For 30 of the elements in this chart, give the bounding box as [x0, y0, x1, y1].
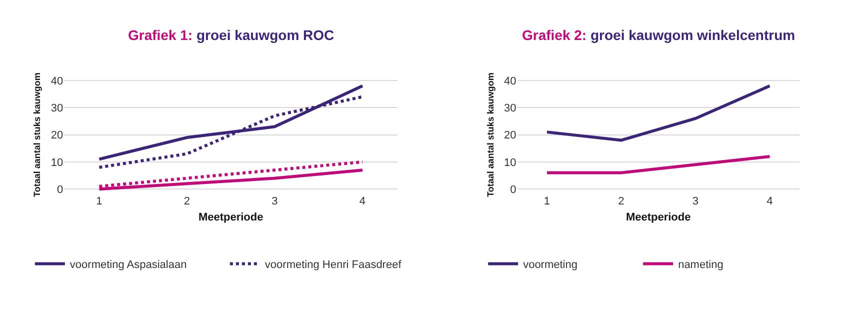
y-tick-label: 0: [57, 184, 64, 196]
y-tick-label: 20: [50, 130, 64, 142]
line-series: [545, 84, 772, 142]
legend-label: nameting: [678, 259, 724, 272]
y-tick-label: 10: [50, 156, 64, 169]
y-tick-label: 30: [50, 102, 64, 114]
legend-label: voormeting Henri Faasdreef: [264, 259, 402, 272]
line-series: [98, 160, 364, 188]
x-axis-title: Meetperiode: [198, 212, 264, 224]
y-tick-label: 40: [50, 75, 64, 88]
y-axis-title: Totaal aantal stuks kauwgom: [32, 72, 42, 197]
x-tick-label: 2: [618, 195, 624, 208]
x-tick-label: 1: [96, 195, 102, 208]
y-tick-label: 0: [510, 184, 516, 196]
y-tick-label: 30: [504, 102, 516, 114]
y-axis-title: Totaal aantal stuks kauwgom: [485, 72, 496, 197]
legend-label: voormeting Aspasialaan: [70, 259, 187, 272]
y-tick-label: 20: [504, 130, 516, 142]
y-tick-label: 40: [504, 75, 516, 88]
x-axis-title: Meetperiode: [626, 212, 691, 224]
x-tick-label: 4: [766, 195, 773, 208]
x-tick-label: 2: [184, 195, 190, 208]
x-tick-label: 3: [272, 195, 278, 208]
legend-label: voormeting: [523, 259, 578, 272]
chart-title: Grafiek 2: groei kauwgom winkelcentrum: [522, 27, 796, 43]
y-tick-label: 10: [504, 156, 516, 169]
chart-title: Grafiek 1: groei kauwgom ROC: [128, 27, 334, 43]
x-tick-label: 3: [692, 195, 699, 208]
x-tick-label: 4: [359, 195, 366, 208]
x-tick-label: 1: [544, 195, 550, 208]
